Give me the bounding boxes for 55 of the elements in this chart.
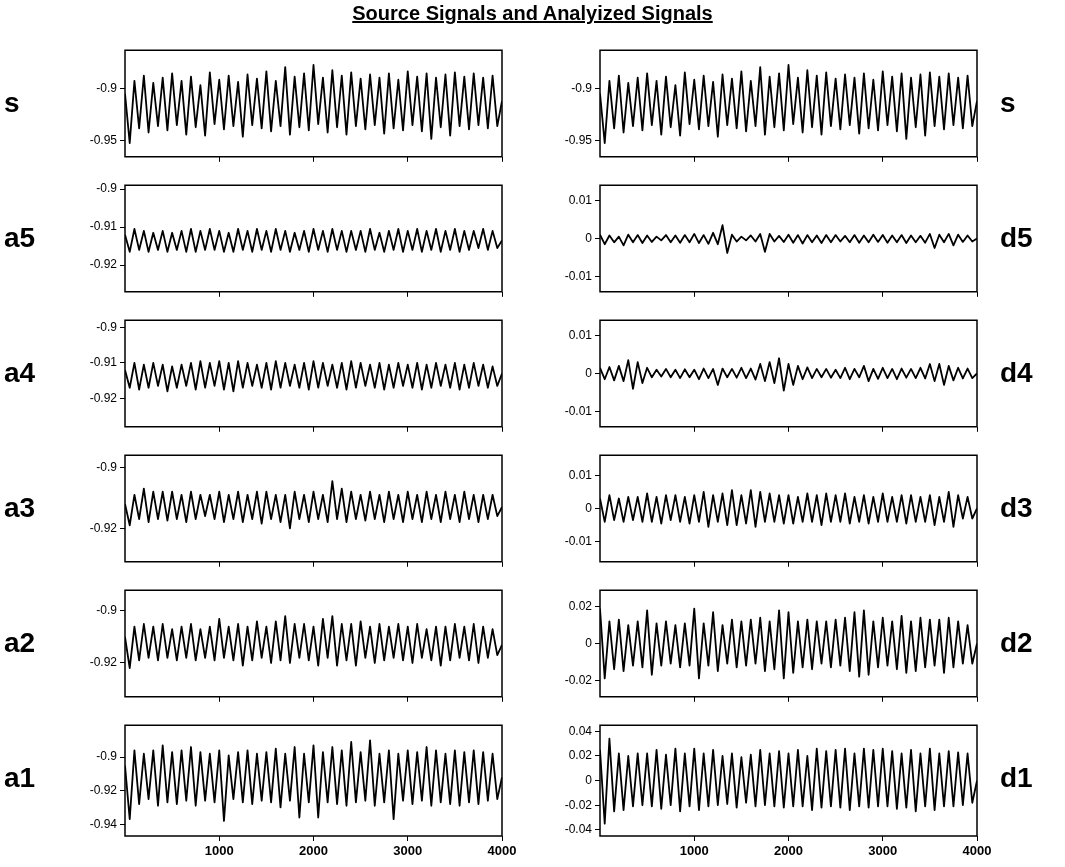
y-axis-title: d2 [1000,627,1033,658]
y-tick-label: 0 [585,500,593,515]
y-tick-label: -0.01 [564,534,593,549]
y-tick-label: -0.91 [89,355,118,370]
y-tick-label: -0.9 [96,181,118,196]
y-axis-title: a1 [4,762,36,793]
y-tick-label: 0.01 [568,327,593,342]
y-tick-label: -0.92 [89,257,118,272]
y-tick-label: -0.9 [96,603,118,618]
y-axis-title: d1 [1000,762,1033,793]
y-tick-label: -0.9 [96,319,118,334]
x-tick-label: 4000 [962,843,992,859]
x-tick-label: 3000 [868,843,898,859]
y-axis-title: a4 [4,357,36,388]
x-tick-label: 2000 [299,843,328,859]
x-tick-label: 1000 [204,843,234,859]
x-tick-label: 3000 [393,843,423,859]
y-tick-label: -0.92 [89,520,118,535]
y-tick-label: 0 [585,635,593,650]
y-axis-title: s [4,87,20,118]
y-axis-title: s [1000,87,1016,118]
y-tick-label: -0.02 [564,672,593,687]
chart-title: Source Signals and Analyized Signals [351,2,714,25]
x-tick-label: 1000 [679,843,709,859]
y-tick-label: -0.91 [89,219,118,234]
y-axis-title: a5 [4,222,36,253]
y-tick-label: 0.01 [568,467,593,482]
y-tick-label: -0.9 [571,80,593,95]
y-tick-label: 0.01 [568,192,593,207]
y-tick-label: 0 [585,772,593,787]
y-tick-label: 0.02 [568,748,593,763]
y-tick-label: -0.9 [96,80,118,95]
y-tick-label: -0.04 [564,822,593,837]
y-tick-label: -0.92 [89,655,118,670]
y-axis-title: d4 [1000,357,1033,388]
y-tick-label: -0.01 [564,403,593,418]
y-tick-label: -0.02 [564,797,593,812]
y-tick-label: -0.92 [89,390,118,405]
y-axis-title: d3 [1000,492,1033,523]
x-tick-label: 4000 [487,843,517,859]
y-axis-title: a2 [4,627,36,658]
y-tick-label: -0.92 [89,782,118,797]
y-tick-label: -0.95 [89,133,118,148]
y-tick-label: -0.9 [96,749,118,764]
y-tick-label: -0.95 [564,133,593,148]
y-tick-label: -0.9 [96,459,118,474]
y-tick-label: 0.04 [568,723,593,738]
x-tick-label: 2000 [774,843,803,859]
y-tick-label: 0.02 [568,599,593,614]
y-tick-label: -0.01 [564,268,593,283]
y-tick-label: 0 [585,365,593,380]
y-tick-label: 0 [585,230,593,245]
y-axis-title: d5 [1000,222,1033,253]
y-axis-title: a3 [4,492,36,523]
y-tick-label: -0.94 [89,816,118,831]
